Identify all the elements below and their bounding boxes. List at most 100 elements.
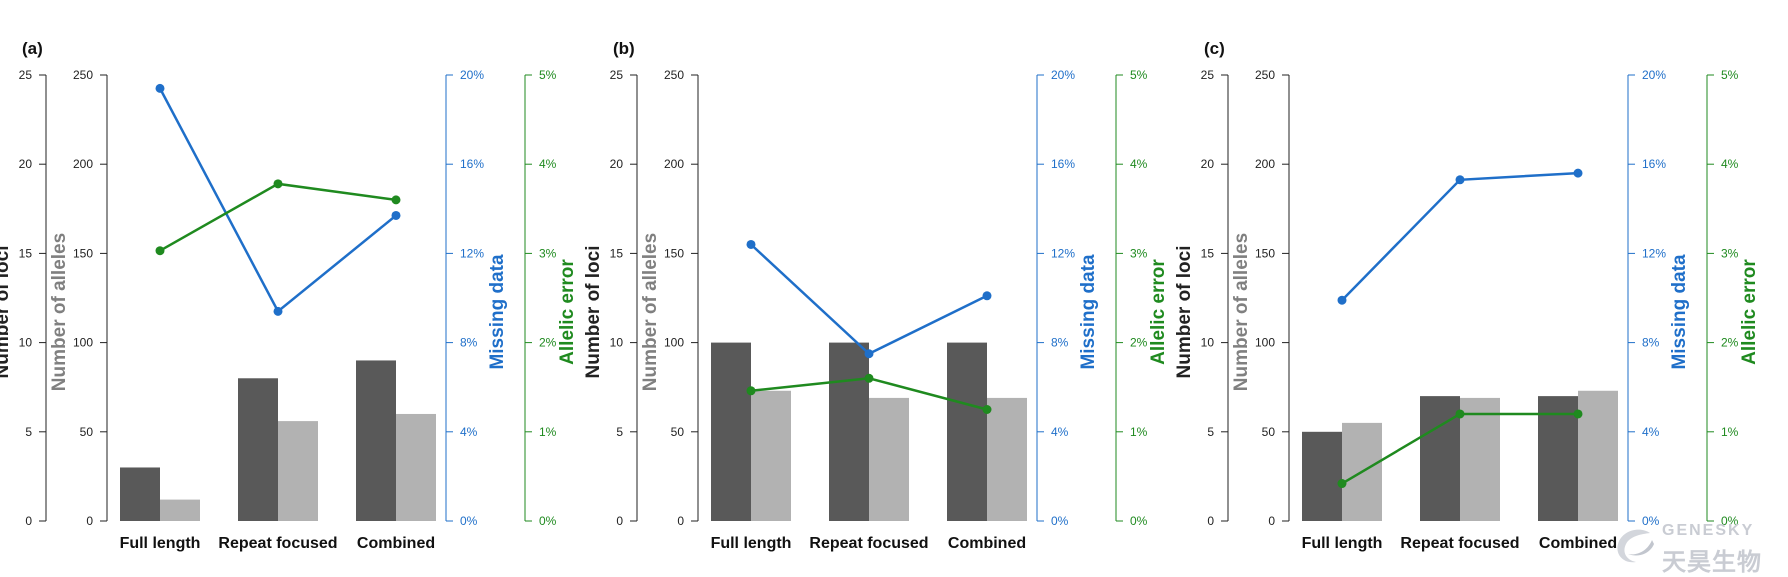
- error-tick-label: 2%: [1130, 336, 1148, 350]
- alleles-bar: [869, 397, 909, 521]
- error-point: [864, 373, 874, 383]
- panel-label: (a): [22, 39, 43, 58]
- loci-bar: [1302, 431, 1342, 521]
- alleles-tick-label: 200: [664, 157, 684, 171]
- alleles-tick-label: 50: [1262, 425, 1276, 439]
- error-tick-label: 1%: [539, 425, 557, 439]
- error-axis-title: Allelic error: [1739, 259, 1760, 365]
- alleles-bar: [751, 390, 791, 521]
- loci-tick-label: 20: [19, 157, 33, 171]
- alleles-tick-label: 50: [671, 425, 685, 439]
- missing-point: [982, 291, 992, 301]
- missing-point: [391, 210, 401, 220]
- loci-axis-title: Number of loci: [583, 245, 604, 378]
- missing-axis-title: Missing data: [1078, 254, 1099, 370]
- missing-point: [1337, 295, 1347, 305]
- missing-tick-label: 0%: [1051, 514, 1069, 528]
- loci-axis-title: Number of loci: [1174, 245, 1195, 378]
- error-point: [1337, 479, 1347, 489]
- error-point: [273, 179, 283, 189]
- missing-point: [746, 239, 756, 249]
- alleles-bar: [396, 413, 436, 521]
- error-tick-label: 5%: [1721, 68, 1739, 82]
- missing-tick-label: 16%: [1642, 157, 1666, 171]
- loci-tick-label: 0: [1207, 514, 1214, 528]
- missing-series-line: [1341, 171, 1579, 302]
- alleles-bar: [1460, 397, 1500, 521]
- loci-bar: [120, 467, 160, 521]
- error-point: [391, 195, 401, 205]
- error-tick-label: 5%: [1130, 68, 1148, 82]
- loci-tick-label: 25: [610, 68, 624, 82]
- category-label: Full length: [1302, 535, 1383, 552]
- error-tick-label: 0%: [1721, 514, 1739, 528]
- loci-tick-label: 20: [1201, 157, 1215, 171]
- loci-tick-label: 15: [1201, 246, 1215, 260]
- alleles-tick-label: 250: [73, 68, 93, 82]
- alleles-bar: [987, 397, 1027, 521]
- alleles-tick-label: 250: [664, 68, 684, 82]
- loci-bar: [829, 342, 869, 521]
- category-label: Combined: [357, 535, 435, 552]
- alleles-tick-label: 150: [664, 246, 684, 260]
- error-tick-label: 2%: [1721, 336, 1739, 350]
- missing-axis-title: Missing data: [1669, 254, 1690, 370]
- loci-bar: [711, 342, 751, 521]
- missing-tick-label: 4%: [460, 425, 478, 439]
- missing-tick-label: 12%: [1051, 246, 1075, 260]
- missing-tick-label: 20%: [460, 68, 484, 82]
- alleles-tick-label: 100: [1255, 336, 1275, 350]
- loci-tick-label: 10: [19, 336, 33, 350]
- error-tick-label: 0%: [1130, 514, 1148, 528]
- loci-axis-title: Number of loci: [0, 245, 13, 378]
- missing-point: [155, 83, 165, 93]
- missing-point: [1455, 175, 1465, 185]
- alleles-axis-title: Number of alleles: [49, 233, 70, 391]
- error-axis-title: Allelic error: [557, 259, 578, 365]
- watermark-latin-text: GENESKY: [1662, 522, 1755, 539]
- alleles-tick-label: 200: [1255, 157, 1275, 171]
- error-point: [746, 386, 756, 396]
- error-point: [1573, 409, 1583, 419]
- alleles-tick-label: 50: [80, 425, 94, 439]
- missing-axis-title: Missing data: [487, 254, 508, 370]
- missing-tick-label: 8%: [1642, 336, 1660, 350]
- chart-panel-a: (a)05101520250501001502002500%4%8%12%16%…: [0, 39, 578, 552]
- loci-bar: [238, 378, 278, 521]
- missing-point: [273, 306, 283, 316]
- loci-tick-label: 0: [25, 514, 32, 528]
- alleles-axis-title: Number of alleles: [1231, 233, 1252, 391]
- missing-tick-label: 8%: [1051, 336, 1069, 350]
- loci-tick-label: 5: [25, 425, 32, 439]
- chart-panel-b: (b)05101520250501001502002500%4%8%12%16%…: [583, 39, 1169, 552]
- panel-label: (c): [1204, 39, 1225, 58]
- error-point: [1455, 409, 1465, 419]
- alleles-tick-label: 100: [73, 336, 93, 350]
- error-tick-label: 1%: [1721, 425, 1739, 439]
- missing-tick-label: 12%: [460, 246, 484, 260]
- alleles-tick-label: 0: [86, 514, 93, 528]
- loci-tick-label: 10: [610, 336, 624, 350]
- alleles-bar: [278, 421, 318, 521]
- category-label: Repeat focused: [1400, 535, 1519, 552]
- error-series-line: [159, 182, 397, 252]
- loci-bar: [947, 342, 987, 521]
- alleles-bar: [160, 499, 200, 521]
- error-tick-label: 4%: [1130, 157, 1148, 171]
- genesky-logo-icon: [1617, 529, 1654, 563]
- category-label: Full length: [711, 535, 792, 552]
- error-tick-label: 3%: [1130, 246, 1148, 260]
- category-label: Repeat focused: [218, 535, 337, 552]
- category-label: Full length: [120, 535, 201, 552]
- chart-panel-c: (c)05101520250501001502002500%4%8%12%16%…: [1174, 39, 1760, 552]
- alleles-tick-label: 200: [73, 157, 93, 171]
- alleles-tick-label: 0: [1268, 514, 1275, 528]
- missing-tick-label: 0%: [1642, 514, 1660, 528]
- error-tick-label: 1%: [1130, 425, 1148, 439]
- alleles-tick-label: 150: [73, 246, 93, 260]
- loci-bar: [1538, 396, 1578, 521]
- loci-tick-label: 20: [610, 157, 624, 171]
- category-label: Repeat focused: [809, 535, 928, 552]
- loci-bar: [356, 360, 396, 521]
